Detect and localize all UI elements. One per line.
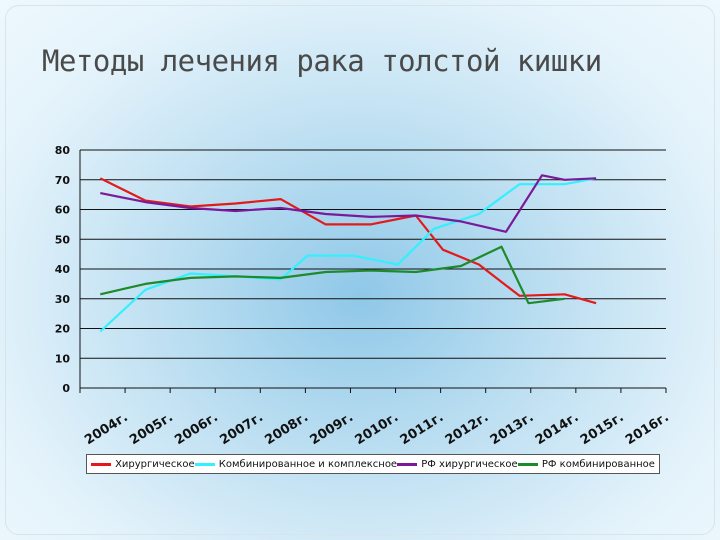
- y-tick-label: 30: [55, 293, 71, 306]
- legend-item: РФ хирургическое: [397, 458, 518, 470]
- y-tick-label: 20: [55, 323, 71, 336]
- slide-frame: [5, 5, 715, 535]
- x-tick-label: 2010г.: [353, 410, 402, 448]
- x-tick-label: 2011г.: [398, 410, 447, 448]
- legend-item: РФ комбинированное: [517, 458, 655, 470]
- series-line-1: [99, 177, 597, 305]
- legend-swatch: [517, 462, 538, 466]
- x-tick-label: 2007г.: [217, 410, 266, 448]
- y-tick-label: 40: [55, 263, 71, 276]
- x-tick-label: 2008г.: [262, 410, 311, 448]
- x-tick-label: 2006г.: [172, 410, 221, 448]
- legend-swatch: [194, 462, 215, 466]
- legend-swatch: [397, 462, 418, 466]
- legend-label: РФ комбинированное: [541, 458, 655, 470]
- series-line-4: [100, 245, 565, 305]
- y-tick-label: 50: [55, 233, 71, 246]
- y-tick-label: 0: [62, 382, 70, 395]
- y-tick-label: 60: [55, 204, 71, 217]
- series-line-3: [100, 174, 597, 233]
- legend-label: Комбинированное и комплексное: [218, 458, 398, 470]
- x-tick-label: 2004г.: [82, 410, 131, 448]
- x-tick-label: 2012г.: [443, 410, 492, 448]
- y-tick-label: 80: [55, 144, 71, 157]
- legend-label: РФ хирургическое: [421, 458, 518, 470]
- legend-item: Комбинированное и комплексное: [194, 458, 398, 470]
- x-tick-label: 2009г.: [308, 410, 357, 448]
- x-tick-label: 2013г.: [488, 410, 537, 448]
- x-tick-label: 2016г.: [623, 410, 672, 448]
- series-line-2: [99, 177, 597, 333]
- legend-swatch: [91, 462, 112, 466]
- x-tick-label: 2014г.: [533, 410, 582, 448]
- legend-item: Хирургическое: [91, 459, 195, 470]
- x-tick-label: 2015г.: [578, 410, 627, 448]
- x-tick-label: 2005г.: [127, 410, 176, 448]
- y-tick-label: 10: [55, 352, 71, 365]
- chart-legend: Хирургическое Комбинированное и комплексн…: [86, 454, 660, 474]
- page-title: Методы лечения рака толстой кишки: [42, 44, 602, 78]
- legend-label: Хирургическое: [115, 458, 195, 470]
- y-tick-label: 70: [55, 174, 71, 187]
